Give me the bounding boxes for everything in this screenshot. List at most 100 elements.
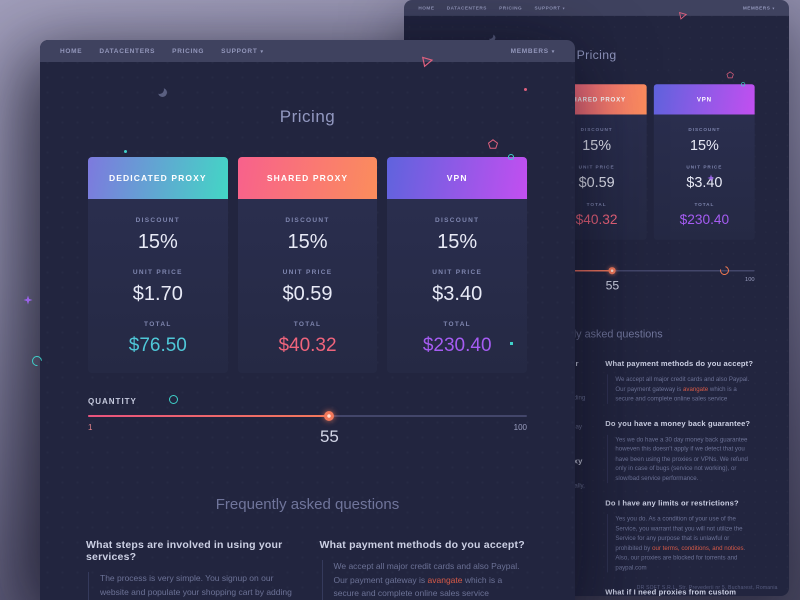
unit-price-value: $3.40: [686, 174, 723, 191]
answer-text: Yes we do have a 30 day money back guara…: [615, 435, 748, 482]
faq-item: Do you have a money back guarantee? Yes …: [605, 419, 756, 484]
plan-body: DISCOUNT 15% UNIT PRICE $0.59 TOTAL $40.…: [237, 199, 378, 373]
nav-members-label: MEMBERS: [510, 47, 549, 55]
quantity-section: QUANTITY 55 1 100: [40, 397, 575, 446]
nav-support[interactable]: SUPPORT ▾: [534, 5, 565, 10]
slider-handle[interactable]: [608, 267, 616, 275]
plan-body: DISCOUNT 15% UNIT PRICE $3.40 TOTAL $230…: [387, 199, 528, 373]
nav-datacenters[interactable]: DATACENTERS: [99, 47, 156, 55]
unit-price-label: UNIT PRICE: [578, 164, 615, 170]
footer-address: DR SOFT S.R.L, Str. Prevederii nr 5, Buc…: [636, 585, 778, 591]
faq-answer: Yes we do have a 30 day money back guara…: [606, 434, 756, 484]
answer-text: which is a secure and complete online sa…: [333, 574, 503, 599]
faq-question: Do you have a money back guarantee?: [605, 419, 751, 429]
answer-text: We accept all major credit cards and als…: [615, 375, 750, 393]
faq-question: Do I have any limits or restrictions?: [605, 498, 739, 508]
plan-body: DISCOUNT 15% UNIT PRICE $3.40 TOTAL $230…: [654, 114, 755, 240]
unit-price-value: $0.59: [282, 283, 333, 305]
faq-question: What payment methods do you accept?: [319, 539, 525, 551]
pricing-page: HOME DATACENTERS PRICING SUPPORT ▾ MEMBER…: [40, 40, 575, 600]
total-label: TOTAL: [144, 321, 172, 328]
total-label: TOTAL: [694, 202, 715, 208]
faq-item: What steps are involved in using your se…: [86, 539, 296, 600]
faq-item: Do I have any limits or restrictions? Ye…: [605, 498, 756, 573]
discount-label: DISCOUNT: [285, 217, 330, 224]
nav-members[interactable]: MEMBERS ▾: [511, 48, 555, 55]
chevron-down-icon: ▾: [260, 48, 264, 55]
nav-pricing[interactable]: PRICING: [172, 47, 205, 55]
plan-card-dedicated-proxy: DEDICATED PROXY DISCOUNT 15% UNIT PRICE …: [88, 157, 228, 373]
plan-card-shared-proxy: SHARED PROXY DISCOUNT 15% UNIT PRICE $0.…: [237, 157, 378, 373]
faq-column-right: What payment methods do you accept? We a…: [320, 539, 530, 600]
nav-members[interactable]: MEMBERS ▾: [743, 5, 775, 10]
discount-value: 15%: [689, 137, 719, 154]
faq-column-right: What payment methods do you accept? We a…: [605, 359, 756, 596]
avangate-link[interactable]: avangate: [683, 384, 709, 393]
total-value: $230.40: [422, 335, 492, 356]
nav-pricing[interactable]: PRICING: [499, 5, 523, 11]
unit-price-label: UNIT PRICE: [282, 269, 333, 276]
total-value: $230.40: [679, 212, 730, 228]
discount-value: 15%: [437, 231, 478, 253]
discount-value: 15%: [137, 231, 178, 253]
chevron-down-icon: ▾: [562, 6, 566, 11]
unit-price-label: UNIT PRICE: [686, 164, 723, 170]
nav-datacenters[interactable]: DATACENTERS: [446, 5, 487, 11]
faq-item: What payment methods do you accept? We a…: [605, 359, 756, 404]
faq-question: What payment methods do you accept?: [605, 359, 754, 368]
unit-price-label: UNIT PRICE: [432, 269, 483, 276]
terms-link[interactable]: our terms, conditions, and notices: [652, 543, 744, 552]
slider-handle[interactable]: [324, 411, 335, 421]
total-value: $76.50: [128, 335, 187, 356]
total-value: $40.32: [575, 212, 618, 228]
total-label: TOTAL: [443, 321, 471, 328]
faq-heading: Frequently asked questions: [215, 496, 400, 513]
nav-support-label: SUPPORT: [221, 47, 258, 55]
plan-card-vpn: VPN DISCOUNT 15% UNIT PRICE $3.40 TOTAL …: [654, 84, 755, 240]
quantity-max: 100: [513, 423, 527, 432]
nav-support[interactable]: SUPPORT ▾: [221, 48, 264, 55]
total-label: TOTAL: [586, 202, 607, 208]
quantity-value: 55: [319, 427, 339, 446]
crescent-moon-icon: [487, 32, 493, 38]
faq-answer: Yes you do. As a condition of your use o…: [606, 514, 756, 573]
top-nav: HOME DATACENTERS PRICING SUPPORT ▾ MEMBER…: [40, 40, 575, 62]
faq-answer: We accept all major credit cards and als…: [606, 374, 756, 404]
faq-item: What payment methods do you accept? We a…: [320, 539, 530, 600]
sparkle-icon: [23, 292, 33, 310]
nav-support-label: SUPPORT: [534, 5, 561, 11]
page-title: Pricing: [576, 48, 617, 62]
faq-item: What if I need proxies from custom locat…: [605, 588, 756, 596]
page-title: Pricing: [279, 107, 336, 126]
slider-range: 1 100: [88, 423, 527, 432]
avangate-link[interactable]: avangate: [427, 574, 463, 585]
plan-name-vpn: VPN: [387, 157, 528, 199]
discount-value: 15%: [582, 137, 612, 154]
plan-name-dedicated: DEDICATED PROXY: [88, 157, 228, 199]
answer-text: We accept all major credit cards and als…: [333, 561, 520, 585]
nav-home[interactable]: HOME: [60, 47, 83, 55]
unit-price-value: $0.59: [578, 174, 615, 191]
answer-text: which is a secure and complete online sa…: [615, 384, 737, 402]
nav-home[interactable]: HOME: [418, 5, 435, 11]
pentagon-icon: [487, 136, 499, 154]
quantity-value: 55: [605, 278, 620, 293]
faq-section: What steps are involved in using your se…: [40, 539, 575, 600]
dot-icon: [124, 150, 127, 153]
total-value: $40.32: [278, 335, 337, 356]
answer-text: Yes you do. As a condition of your use o…: [615, 514, 743, 552]
discount-value: 15%: [287, 231, 328, 253]
chevron-down-icon: ▾: [551, 48, 555, 55]
quantity-slider[interactable]: 55: [88, 411, 527, 446]
crescent-moon-icon: [155, 85, 164, 94]
faq-column-left: What steps are involved in using your se…: [86, 539, 296, 600]
total-label: TOTAL: [293, 321, 322, 328]
chevron-down-icon: ▾: [772, 6, 775, 11]
top-nav: HOME DATACENTERS PRICING SUPPORT ▾ MEMBER…: [404, 0, 789, 16]
quantity-max: 100: [745, 275, 755, 283]
faq-answer: The process is very simple. You signup o…: [88, 572, 296, 600]
faq-question: What steps are involved in using your se…: [86, 539, 283, 563]
quantity-min: 1: [88, 423, 93, 432]
unit-price-value: $3.40: [432, 283, 483, 305]
plan-card-vpn: VPN DISCOUNT 15% UNIT PRICE $3.40 TOTAL …: [387, 157, 528, 373]
